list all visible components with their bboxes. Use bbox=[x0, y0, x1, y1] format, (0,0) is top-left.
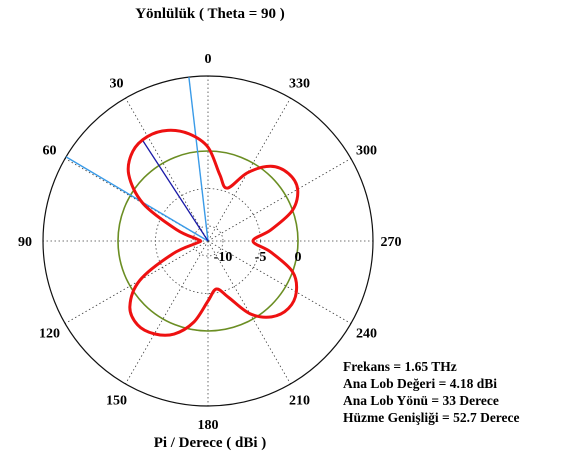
angular-grid-spoke bbox=[207, 97, 291, 242]
angle-tick-label: 150 bbox=[106, 393, 127, 408]
pattern-layer bbox=[126, 128, 300, 337]
angular-grid-spoke bbox=[125, 97, 209, 242]
radial-tick-label: -5 bbox=[255, 250, 267, 265]
main-lobe-direction-line bbox=[141, 138, 209, 242]
angular-grid-spoke bbox=[207, 158, 352, 242]
x-axis-label: Pi / Derece ( dBi ) bbox=[153, 435, 267, 451]
angle-tick-label: 330 bbox=[289, 77, 310, 92]
angle-tick-label: 240 bbox=[356, 327, 377, 342]
radial-grid-circle bbox=[192, 225, 224, 257]
angle-tick-label: 30 bbox=[110, 77, 124, 92]
angle-tick-label: 300 bbox=[356, 144, 377, 159]
angular-grid-spoke bbox=[207, 240, 291, 385]
beamwidth-edge-line bbox=[188, 77, 209, 242]
angle-tick-label: 210 bbox=[289, 393, 310, 408]
angle-tick-label: 120 bbox=[39, 327, 60, 342]
beamwidth-edge-line bbox=[65, 156, 209, 242]
direction-lines bbox=[65, 77, 209, 242]
angular-grid-spoke bbox=[207, 240, 352, 324]
angle-tick-label: 270 bbox=[381, 235, 402, 250]
main-lobe-direction-text: Ana Lob Yönü = 33 Derece bbox=[343, 393, 499, 408]
radiation-pattern-curve bbox=[126, 128, 300, 337]
info-panel: Frekans = 1.65 THz Ana Lob Değeri = 4.18… bbox=[343, 358, 520, 426]
frequency-text: Frekans = 1.65 THz bbox=[343, 359, 457, 374]
angle-tick-label: 0 bbox=[205, 52, 212, 67]
angular-grid-spoke bbox=[125, 240, 209, 385]
radial-tick-label: 0 bbox=[295, 250, 302, 265]
radial-tick-label: -10 bbox=[214, 250, 233, 265]
reference-circle bbox=[117, 150, 299, 332]
main-lobe-value-text: Ana Lob Değeri = 4.18 dBi bbox=[343, 376, 497, 391]
angular-grid-spoke bbox=[64, 240, 209, 324]
outer-circle bbox=[42, 75, 374, 407]
beamwidth-text: Hüzme Genişliği = 52.7 Derece bbox=[343, 410, 520, 425]
angular-grid-spoke bbox=[64, 158, 209, 242]
angle-tick-label: 180 bbox=[198, 418, 219, 433]
angle-tick-label: 60 bbox=[43, 144, 57, 159]
reference-circle-layer bbox=[117, 150, 299, 332]
tick-labels: 0 330 300 270 240 210 180 150 120 90 60 30 -10 -5 0 bbox=[18, 52, 402, 433]
chart-title: Yönlülük ( Theta = 90 ) bbox=[135, 6, 285, 22]
angle-tick-label: 90 bbox=[18, 235, 32, 250]
